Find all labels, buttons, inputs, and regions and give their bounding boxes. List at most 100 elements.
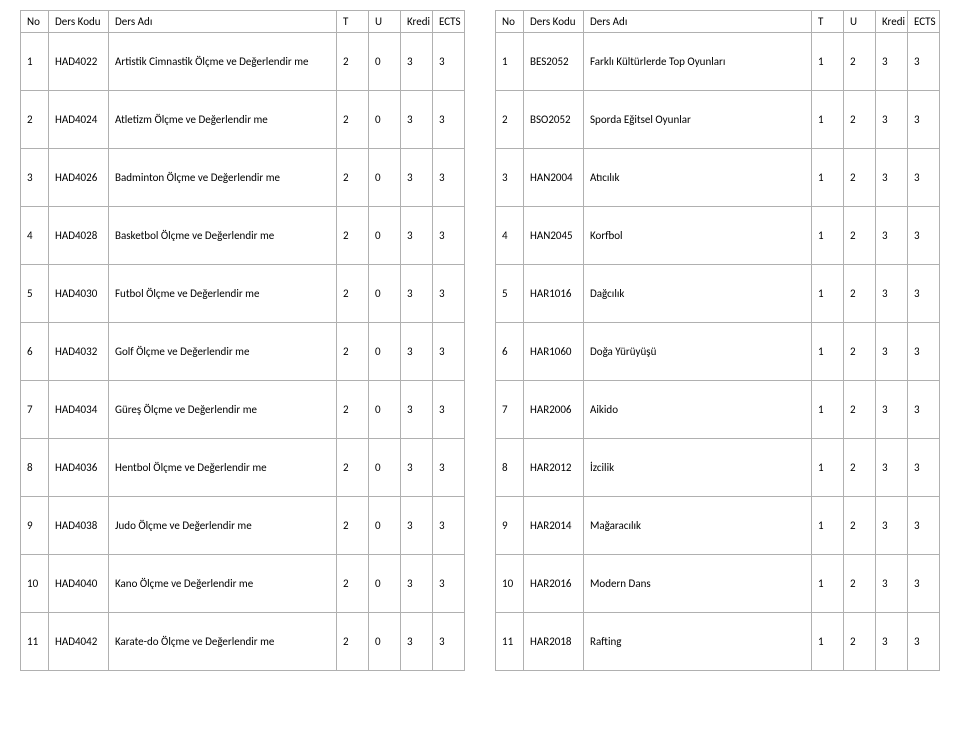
table-row: 4HAN2045Korfbol1233 xyxy=(496,207,940,265)
cell-name: Farklı Kültürlerde Top Oyunları xyxy=(584,33,812,91)
cell-code: HAN2045 xyxy=(524,207,584,265)
cell-t: 1 xyxy=(812,381,844,439)
cell-code: HAD4032 xyxy=(49,323,109,381)
col-u: U xyxy=(844,11,876,33)
cell-no: 3 xyxy=(21,149,49,207)
cell-u: 0 xyxy=(369,439,401,497)
cell-no: 8 xyxy=(21,439,49,497)
cell-ects: 3 xyxy=(433,91,465,149)
cell-u: 0 xyxy=(369,323,401,381)
cell-kredi: 3 xyxy=(876,91,908,149)
cell-code: HAR2014 xyxy=(524,497,584,555)
table-row: 5HAD4030Futbol Ölçme ve Değerlendir me20… xyxy=(21,265,465,323)
cell-name: Mağaracılık xyxy=(584,497,812,555)
cell-no: 3 xyxy=(496,149,524,207)
cell-code: HAD4026 xyxy=(49,149,109,207)
cell-kredi: 3 xyxy=(876,555,908,613)
cell-code: HAR1016 xyxy=(524,265,584,323)
cell-u: 0 xyxy=(369,555,401,613)
cell-t: 1 xyxy=(812,439,844,497)
cell-t: 2 xyxy=(337,207,369,265)
cell-name: Sporda Eğitsel Oyunlar xyxy=(584,91,812,149)
cell-u: 2 xyxy=(844,33,876,91)
cell-u: 2 xyxy=(844,555,876,613)
cell-no: 4 xyxy=(21,207,49,265)
col-code: Ders Kodu xyxy=(524,11,584,33)
cell-code: HAD4024 xyxy=(49,91,109,149)
col-kredi: Kredi xyxy=(876,11,908,33)
right-table-body: 1BES2052Farklı Kültürlerde Top Oyunları1… xyxy=(496,33,940,671)
cell-name: Korfbol xyxy=(584,207,812,265)
cell-t: 2 xyxy=(337,381,369,439)
cell-kredi: 3 xyxy=(401,613,433,671)
table-row: 1BES2052Farklı Kültürlerde Top Oyunları1… xyxy=(496,33,940,91)
cell-no: 5 xyxy=(496,265,524,323)
table-header-row: No Ders Kodu Ders Adı T U Kredi ECTS xyxy=(496,11,940,33)
cell-no: 2 xyxy=(496,91,524,149)
cell-name: Futbol Ölçme ve Değerlendir me xyxy=(109,265,337,323)
col-no: No xyxy=(21,11,49,33)
cell-name: Hentbol Ölçme ve Değerlendir me xyxy=(109,439,337,497)
col-u: U xyxy=(369,11,401,33)
cell-t: 2 xyxy=(337,33,369,91)
cell-u: 0 xyxy=(369,207,401,265)
cell-name: İzcilik xyxy=(584,439,812,497)
cell-no: 2 xyxy=(21,91,49,149)
cell-u: 2 xyxy=(844,265,876,323)
table-row: 6HAD4032Golf Ölçme ve Değerlendir me2033 xyxy=(21,323,465,381)
cell-no: 1 xyxy=(496,33,524,91)
table-row: 9HAR2014Mağaracılık1233 xyxy=(496,497,940,555)
cell-name: Artistik Cimnastik Ölçme ve Değerlendir … xyxy=(109,33,337,91)
cell-ects: 3 xyxy=(908,381,940,439)
col-t: T xyxy=(337,11,369,33)
table-row: 7HAD4034Güreş Ölçme ve Değerlendir me203… xyxy=(21,381,465,439)
cell-ects: 3 xyxy=(433,439,465,497)
cell-no: 10 xyxy=(21,555,49,613)
table-row: 10HAR2016Modern Dans1233 xyxy=(496,555,940,613)
cell-ects: 3 xyxy=(908,439,940,497)
cell-kredi: 3 xyxy=(401,149,433,207)
cell-t: 2 xyxy=(337,439,369,497)
left-table: No Ders Kodu Ders Adı T U Kredi ECTS 1HA… xyxy=(20,10,465,671)
cell-t: 1 xyxy=(812,613,844,671)
cell-name: Judo Ölçme ve Değerlendir me xyxy=(109,497,337,555)
cell-kredi: 3 xyxy=(401,207,433,265)
cell-t: 1 xyxy=(812,555,844,613)
cell-ects: 3 xyxy=(908,265,940,323)
col-no: No xyxy=(496,11,524,33)
cell-u: 2 xyxy=(844,613,876,671)
table-row: 10HAD4040Kano Ölçme ve Değerlendir me203… xyxy=(21,555,465,613)
cell-kredi: 3 xyxy=(401,91,433,149)
cell-u: 2 xyxy=(844,91,876,149)
cell-u: 2 xyxy=(844,149,876,207)
cell-t: 2 xyxy=(337,265,369,323)
page: No Ders Kodu Ders Adı T U Kredi ECTS 1 HA… xyxy=(20,10,940,671)
cell-name: Modern Dans xyxy=(584,555,812,613)
cell-code: HAR2006 xyxy=(524,381,584,439)
cell-kredi: 3 xyxy=(876,439,908,497)
cell-ects: 3 xyxy=(908,613,940,671)
cell-kredi: 3 xyxy=(401,265,433,323)
right-table-wrap: No Ders Kodu Ders Adı T U Kredi ECTS 1BE… xyxy=(495,10,940,671)
cell-ects: 3 xyxy=(908,323,940,381)
table-row: 7HAR2006Aikido1233 xyxy=(496,381,940,439)
cell-name: Rafting xyxy=(584,613,812,671)
cell-ects: 3 xyxy=(908,149,940,207)
cell-no: 6 xyxy=(496,323,524,381)
cell-no: 4 xyxy=(496,207,524,265)
cell-t: 1 xyxy=(812,323,844,381)
cell-ects: 3 xyxy=(433,613,465,671)
cell-u: 2 xyxy=(844,381,876,439)
cell-t: 1 xyxy=(812,33,844,91)
cell-t: 1 xyxy=(812,91,844,149)
table-row: 3HAN2004Atıcılık1233 xyxy=(496,149,940,207)
col-ects: ECTS xyxy=(908,11,940,33)
cell-name: Atıcılık xyxy=(584,149,812,207)
cell-name: Badminton Ölçme ve Değerlendir me xyxy=(109,149,337,207)
cell-kredi: 3 xyxy=(401,497,433,555)
cell-no: 9 xyxy=(496,497,524,555)
cell-name: Atletizm Ölçme ve Değerlendir me xyxy=(109,91,337,149)
cell-no: 6 xyxy=(21,323,49,381)
cell-no: 8 xyxy=(496,439,524,497)
cell-no: 11 xyxy=(496,613,524,671)
